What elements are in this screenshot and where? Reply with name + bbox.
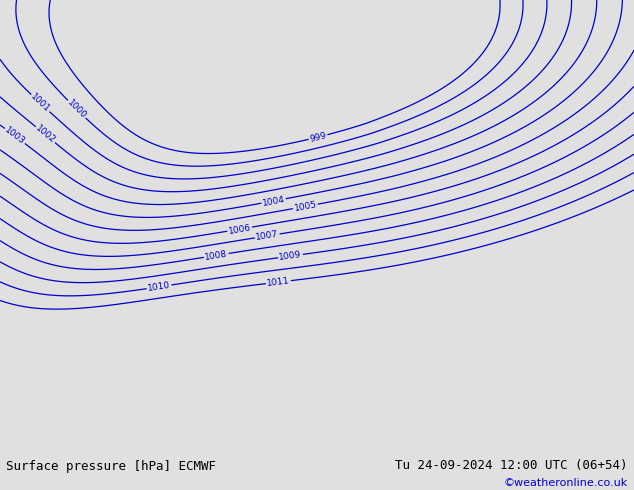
Text: 1007: 1007 — [255, 230, 279, 242]
Text: ©weatheronline.co.uk: ©weatheronline.co.uk — [503, 478, 628, 489]
Text: 1010: 1010 — [147, 281, 171, 293]
Text: 999: 999 — [309, 131, 328, 144]
Text: 1006: 1006 — [228, 223, 252, 236]
Text: 1002: 1002 — [34, 124, 57, 146]
Text: 1000: 1000 — [65, 98, 88, 121]
Text: Surface pressure [hPa] ECMWF: Surface pressure [hPa] ECMWF — [6, 460, 216, 473]
Text: 1005: 1005 — [293, 200, 318, 213]
Text: 1001: 1001 — [29, 92, 52, 114]
Text: 1008: 1008 — [204, 249, 228, 262]
Text: 1011: 1011 — [266, 276, 290, 288]
Text: 1009: 1009 — [278, 250, 302, 262]
Text: Tu 24-09-2024 12:00 UTC (06+54): Tu 24-09-2024 12:00 UTC (06+54) — [395, 459, 628, 471]
Text: 1004: 1004 — [261, 195, 285, 207]
Text: 1003: 1003 — [3, 125, 27, 147]
